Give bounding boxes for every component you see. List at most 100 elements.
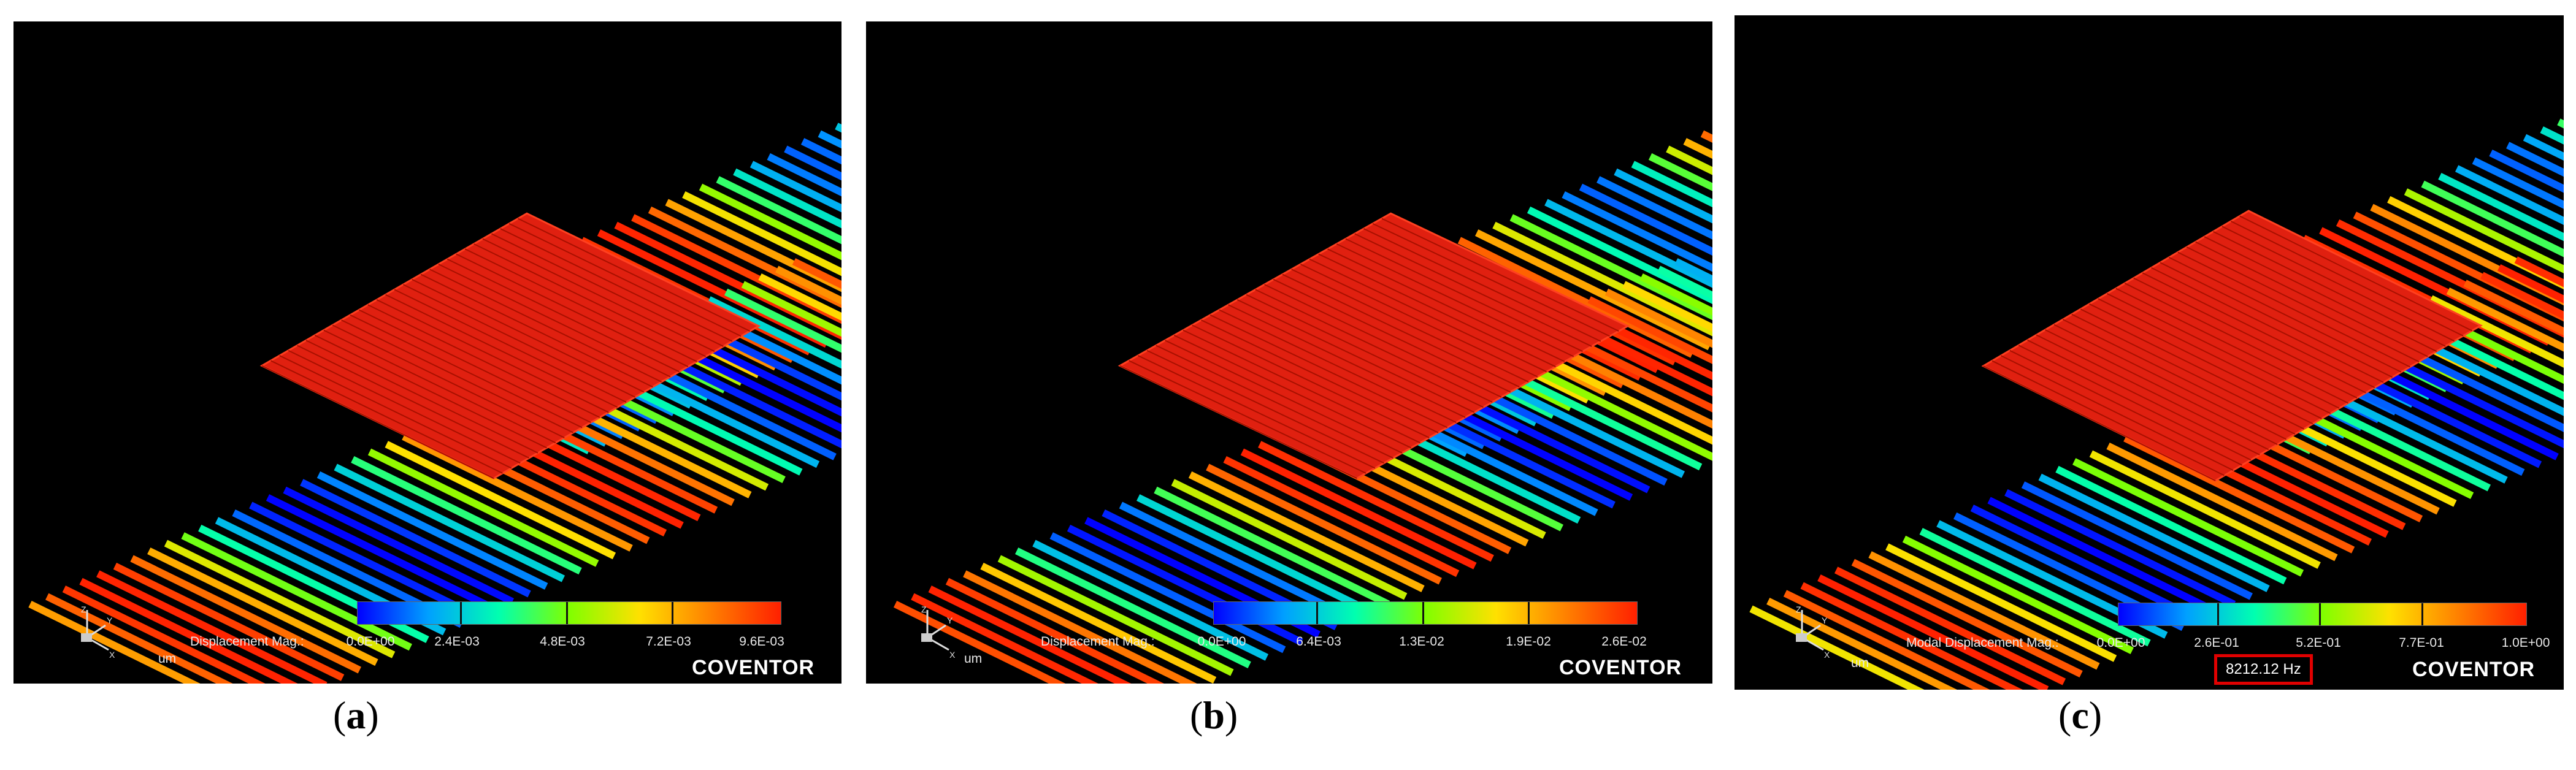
comb-finger (2204, 236, 2437, 353)
beam-strip (716, 176, 841, 245)
caption-c: (c) (2058, 693, 2103, 737)
strip-group (1749, 118, 2564, 690)
beam-strip (1587, 296, 1712, 364)
beam-strip (113, 562, 345, 681)
tick-label: 1.3E-02 (1399, 635, 1444, 649)
beam-strip (147, 547, 378, 666)
beam-strip (2429, 295, 2564, 368)
comb-finger (402, 284, 635, 398)
comb-finger (2115, 288, 2348, 404)
comb-finger (350, 314, 583, 429)
colorbar (1213, 601, 1638, 625)
comb-finger (2000, 355, 2234, 471)
comb-finger (2133, 277, 2366, 394)
comb-finger (1345, 238, 1583, 353)
beam-strip (665, 199, 841, 292)
comb-finger (394, 289, 627, 403)
beam-strip (1527, 206, 1712, 304)
colorbar-tick (1422, 602, 1424, 624)
comb-finger (385, 294, 618, 408)
comb-finger (1273, 278, 1511, 393)
comb-finger (491, 233, 724, 347)
simulation-panel-b: Z Y X Displacement Mag.: 0.0E+00 6.4E-03… (866, 21, 1712, 684)
beam-strip (266, 494, 497, 613)
beam-strip (1562, 191, 1712, 272)
beam-strip (928, 585, 1132, 684)
beam-strip (1258, 441, 1494, 562)
comb-finger (279, 355, 512, 469)
beam-strip (1614, 168, 1712, 224)
comb-finger (341, 319, 574, 433)
beam-strip (79, 578, 298, 684)
comb-finger (508, 223, 742, 337)
beam-strip (1766, 597, 1958, 690)
beam-strip (2497, 264, 2564, 303)
beam-strip (699, 183, 841, 261)
beam-strip (1749, 605, 1925, 690)
beam-strip (2523, 134, 2564, 161)
svg-text:X: X (109, 650, 115, 659)
comb-finger (2027, 339, 2260, 456)
comb-finger (1183, 329, 1420, 444)
beam-strip (1783, 590, 1990, 690)
beam-strip (1597, 176, 1712, 240)
comb-finger (270, 360, 503, 474)
beam-strip (749, 161, 841, 213)
beam-strip (2455, 165, 2564, 226)
beam-strip (2463, 280, 2564, 336)
beam-strip (96, 570, 328, 684)
comb-finger (323, 329, 556, 444)
beam-strip (181, 532, 412, 651)
beam-strip (1639, 273, 1712, 316)
beam-strip (2514, 256, 2564, 288)
beam-strip (1834, 566, 2066, 685)
tick-label: 2.6E-01 (2194, 636, 2239, 650)
beam-strip (1604, 288, 1712, 348)
comb-finger (2221, 226, 2455, 342)
comb-finger (1192, 324, 1430, 438)
comb-finger (1381, 218, 1619, 332)
comb-finger (1236, 299, 1475, 413)
tick-label: 6.4E-03 (1296, 635, 1341, 649)
tick-label: 7.7E-01 (2399, 636, 2444, 650)
beam-strip (1885, 543, 2117, 662)
comb-finger (332, 324, 565, 438)
beam-strip (402, 433, 633, 552)
beam-strip (1049, 532, 1286, 654)
comb-finger (1354, 233, 1592, 347)
svg-text:Y: Y (947, 616, 953, 625)
comb-finger (1282, 273, 1520, 388)
beam-strip (1154, 486, 1390, 608)
beam-strip (2404, 188, 2564, 273)
beam-strip (800, 138, 841, 165)
comb-finger (2036, 334, 2269, 451)
legend-label: Displacement Mag.: (1041, 635, 1155, 649)
comb-finger (2071, 313, 2304, 430)
axis-triad-icon: Z Y X (921, 604, 956, 659)
comb-finger (1156, 345, 1393, 459)
svg-text:Z: Z (921, 604, 927, 614)
comb-finger (358, 309, 591, 424)
colorbar-tick (2217, 603, 2219, 625)
comb-finger (500, 228, 733, 342)
svg-text:X: X (1824, 650, 1830, 659)
coventor-logo: COVENTOR (1559, 656, 1682, 679)
strip-group (893, 130, 1712, 684)
beam-strip (1206, 463, 1442, 585)
coventor-logo: COVENTOR (2412, 658, 2536, 681)
tick-label: 1.9E-02 (1506, 635, 1551, 649)
beam-strip (334, 463, 565, 582)
simulation-panel-c: Z Y X Modal Displacement Mag.: 0.0E+00 2… (1735, 15, 2564, 690)
tick-label: 9.6E-03 (739, 635, 784, 649)
colorbar-tick (2319, 603, 2321, 625)
caption-a: (a) (333, 693, 379, 737)
comb-finger (1173, 335, 1412, 449)
beam-strip (945, 578, 1164, 684)
comb-finger (261, 365, 494, 479)
comb-finger (464, 248, 697, 362)
legend-label: Displacement Mag.: (190, 635, 304, 649)
beam-strip (893, 601, 1066, 684)
beam-strip (351, 456, 582, 575)
beam-strip (1171, 479, 1408, 600)
beam-strip (775, 265, 841, 305)
